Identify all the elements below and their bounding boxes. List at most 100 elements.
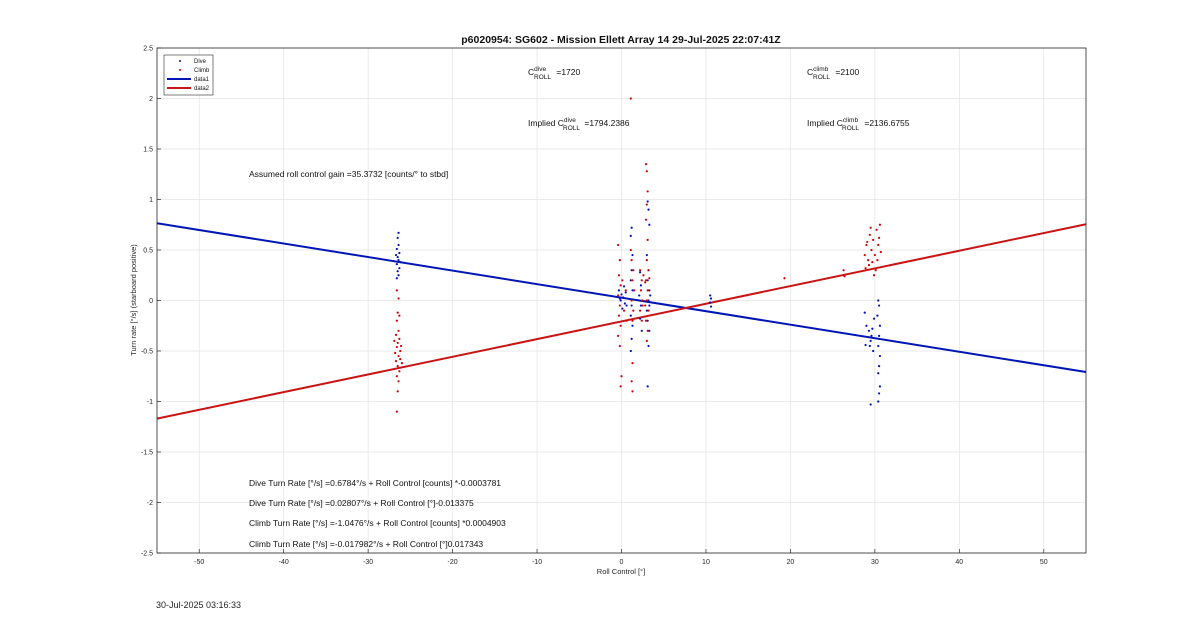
climb-point bbox=[646, 238, 649, 241]
dive-point bbox=[395, 277, 398, 280]
c-roll-dive-value: =1720 bbox=[554, 67, 581, 77]
c-roll-dive-annotation: Cdive ROLL =1720 bbox=[528, 66, 581, 81]
climb-point bbox=[648, 277, 651, 280]
dive-point bbox=[709, 305, 713, 308]
implied-climb-prefix: Implied C bbox=[807, 118, 843, 128]
dive-point bbox=[877, 344, 880, 348]
climb-point bbox=[865, 243, 868, 247]
climb-point bbox=[640, 279, 643, 282]
dive-point bbox=[622, 296, 625, 299]
dive-point bbox=[621, 307, 624, 310]
climb-point bbox=[783, 277, 786, 280]
dive-point bbox=[869, 339, 872, 342]
dive-point bbox=[395, 263, 398, 266]
dive-point bbox=[624, 291, 627, 294]
dive-point bbox=[646, 319, 649, 322]
x-tick-label: 50 bbox=[1040, 559, 1048, 566]
implied-climb-sub: ROLL bbox=[842, 125, 859, 132]
climb-point bbox=[619, 284, 622, 287]
climb-point bbox=[644, 218, 648, 221]
dive-point bbox=[649, 294, 652, 297]
c-roll-climb-value: =2100 bbox=[833, 67, 860, 77]
climb-point bbox=[398, 370, 401, 373]
dive-point bbox=[867, 329, 871, 332]
data-points bbox=[393, 97, 882, 413]
climb-point bbox=[399, 344, 403, 348]
climb-degrees-equation: Climb Turn Rate [°/s] =-0.017982°/s + Ro… bbox=[249, 539, 483, 549]
dive-point bbox=[396, 270, 399, 273]
dive-point bbox=[629, 349, 632, 353]
dive-point bbox=[396, 255, 399, 259]
climb-point bbox=[399, 349, 402, 353]
climb-point bbox=[843, 275, 846, 278]
dive-point bbox=[878, 354, 882, 358]
climb-point bbox=[645, 170, 648, 173]
climb-point bbox=[868, 233, 871, 236]
climb-point bbox=[622, 309, 626, 312]
climb-point bbox=[631, 362, 634, 365]
dive-point bbox=[648, 304, 651, 307]
plot-frame bbox=[156, 47, 1087, 554]
dive-point bbox=[399, 261, 402, 264]
climb-point bbox=[645, 299, 648, 302]
dive-point bbox=[645, 253, 648, 257]
climb-point bbox=[631, 319, 634, 322]
x-tick-label: -40 bbox=[279, 559, 289, 566]
c-roll-climb-main: C bbox=[807, 67, 813, 77]
climb-point bbox=[875, 228, 878, 231]
dive-point bbox=[640, 329, 643, 332]
dive-point bbox=[646, 279, 649, 282]
climb-point bbox=[619, 324, 622, 327]
implied-c-roll-climb-annotation: Implied Cclimb ROLL =2136.6755 bbox=[807, 117, 910, 132]
y-axis-label: Turn rate [°/s] (starboard positive) bbox=[129, 244, 138, 356]
dive-point bbox=[623, 302, 626, 305]
dive-point bbox=[622, 285, 626, 288]
dive-point bbox=[395, 247, 398, 251]
climb-point bbox=[866, 240, 869, 244]
x-tick-label: 0 bbox=[620, 559, 624, 566]
y-tick-label: -1.5 bbox=[141, 450, 153, 457]
climb-point bbox=[646, 329, 649, 332]
c-roll-climb-sup: climb bbox=[813, 66, 829, 73]
climb-point bbox=[644, 304, 647, 307]
climb-point bbox=[395, 319, 398, 322]
legend-dive-marker bbox=[179, 60, 181, 62]
dive-point bbox=[877, 372, 880, 375]
dive-point bbox=[394, 253, 398, 257]
climb-point bbox=[872, 274, 876, 277]
climb-point bbox=[396, 341, 399, 345]
climb-point bbox=[644, 163, 648, 166]
climb-point bbox=[644, 279, 648, 282]
dive-point bbox=[646, 200, 649, 203]
annotations: Cdive ROLL =1720 Cclimb ROLL =2100 Implied… bbox=[249, 66, 910, 549]
climb-point bbox=[874, 269, 877, 272]
x-tick-label: -20 bbox=[448, 559, 458, 566]
climb-point bbox=[644, 281, 647, 284]
dive-point bbox=[398, 251, 401, 255]
y-tick-label: 0.5 bbox=[143, 248, 153, 255]
dive-point bbox=[709, 301, 712, 304]
climb-point bbox=[617, 334, 620, 337]
climb-point bbox=[640, 319, 643, 322]
x-tick-label: 10 bbox=[702, 559, 710, 566]
climb-point bbox=[397, 354, 400, 358]
y-tick-label: -2 bbox=[147, 500, 153, 507]
dive-point bbox=[618, 297, 621, 300]
dive-point bbox=[868, 344, 871, 348]
climb-point bbox=[397, 329, 400, 332]
dive-point bbox=[877, 304, 881, 307]
dive-point bbox=[630, 304, 633, 307]
dive-point bbox=[398, 267, 401, 270]
dive-point bbox=[638, 294, 641, 297]
y-tick-label: -1 bbox=[147, 399, 153, 406]
climb-point bbox=[877, 243, 880, 247]
climb-point bbox=[641, 304, 644, 307]
climb-point bbox=[647, 309, 650, 312]
dive-point bbox=[397, 243, 400, 247]
dive-point bbox=[645, 309, 648, 312]
dive-point bbox=[877, 299, 880, 302]
climb-point bbox=[642, 274, 645, 277]
climb-point bbox=[399, 357, 402, 361]
x-tick-label: -30 bbox=[363, 559, 373, 566]
